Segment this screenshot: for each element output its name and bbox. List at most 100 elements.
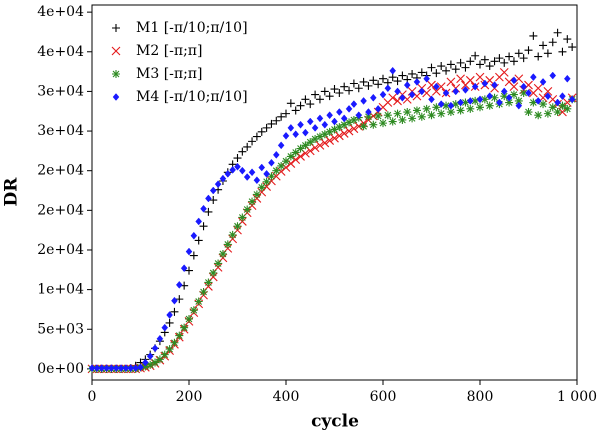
point [209,186,217,195]
point [311,134,320,143]
point [422,104,431,113]
point [436,82,446,92]
point [229,166,236,174]
point [291,106,300,115]
point [559,92,566,101]
point [553,28,562,37]
point [485,62,494,71]
point [520,82,527,91]
point [306,138,315,147]
point [500,92,509,101]
point [209,268,218,277]
point [165,345,174,354]
point [533,83,543,93]
point [466,57,475,66]
point [287,124,295,132]
point [195,217,203,226]
y-tick-label: 3e+04 [37,123,84,139]
point [466,104,475,113]
point [465,75,475,85]
point [170,338,179,347]
point [267,119,276,128]
point [490,93,499,102]
point [189,251,198,260]
point [388,93,398,103]
y-tick-label: 4e+04 [37,4,84,20]
point [142,358,149,367]
point [268,158,275,167]
point [228,230,237,239]
point [180,323,189,332]
point [539,78,547,86]
point [185,266,193,275]
point [325,127,334,136]
point [306,100,315,109]
point [408,90,416,99]
point [475,72,485,82]
x-tick-label: 400 [273,389,300,405]
point [223,240,232,249]
point [316,114,324,123]
point [248,137,257,146]
point [214,180,222,189]
point [403,81,411,89]
point [330,85,339,94]
point [349,124,359,134]
point [248,168,256,177]
point [514,96,523,105]
point [456,106,465,115]
point [408,69,417,78]
point [413,78,421,86]
point [330,125,339,134]
point [252,132,261,141]
point [335,89,344,98]
point [544,92,552,101]
legend-label: M2 [-π;π] [136,43,202,59]
point [563,74,571,83]
point [549,71,557,80]
point [127,364,135,372]
y-tick-label: 3e+04 [37,83,84,99]
point [432,103,441,112]
point [161,323,169,332]
point [321,120,329,129]
point [369,76,378,85]
point [252,190,261,199]
point [156,334,164,343]
point [418,87,426,96]
point [296,144,305,153]
point [554,98,561,107]
y-tick-label: 4e+04 [37,44,84,60]
point [442,101,451,110]
point [257,127,266,136]
point [160,350,169,359]
point [485,101,494,110]
point [379,119,387,128]
point [112,364,120,372]
point [399,93,406,102]
legend-marker [112,93,120,101]
point [234,162,241,171]
point [258,163,266,172]
point [204,207,213,216]
point [166,311,173,319]
point [339,129,349,138]
point [437,109,446,118]
point [336,108,343,116]
point [175,295,184,304]
point [296,101,305,110]
point [457,98,464,107]
y-tick-label: 2e+04 [37,163,84,179]
point [190,231,198,240]
point [292,130,300,139]
point [359,77,368,86]
point [510,76,518,85]
point [548,38,557,47]
point [451,100,460,109]
point [500,87,508,96]
point [389,66,397,75]
point [194,236,203,245]
point [263,169,270,178]
point [175,331,184,340]
